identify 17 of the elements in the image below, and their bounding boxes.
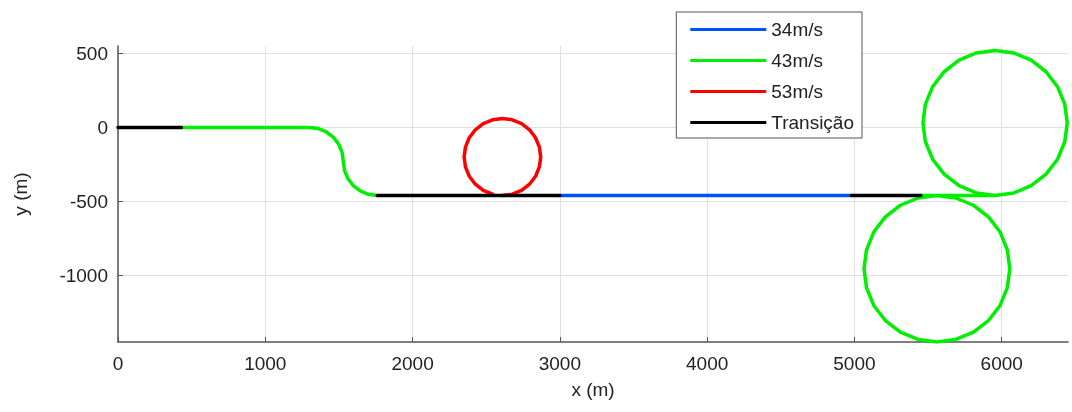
- y-tick-label: -500: [69, 190, 108, 212]
- legend-label: 43m/s: [771, 50, 824, 71]
- x-tick-label: 5000: [833, 353, 876, 374]
- x-tick-label: 4000: [686, 353, 729, 374]
- y-tick-label: 0: [97, 116, 108, 138]
- x-tick-label: 1000: [244, 353, 287, 374]
- legend-label: 34m/s: [771, 19, 824, 40]
- x-tick-label: 6000: [980, 353, 1023, 374]
- y-axis-title: y (m): [10, 172, 31, 216]
- x-tick-label: 3000: [538, 353, 581, 374]
- x-tick-label: 0: [112, 353, 124, 374]
- x-axis-title: x (m): [571, 379, 615, 400]
- legend-label: Transição: [771, 112, 854, 133]
- y-tick-label: -1000: [59, 264, 108, 286]
- legend-label: 53m/s: [771, 81, 824, 102]
- y-tick-label: 500: [76, 42, 108, 64]
- x-tick-label: 2000: [391, 353, 434, 374]
